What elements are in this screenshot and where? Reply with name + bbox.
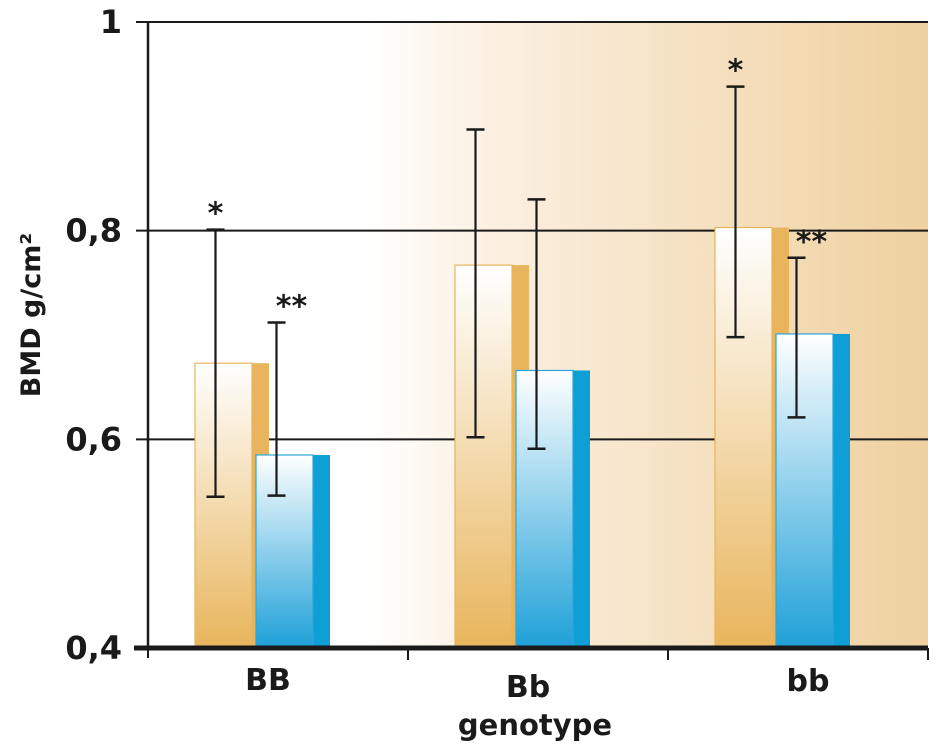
error-bar (726, 85, 745, 339)
y-axis-label: BMD g/cm² (16, 233, 47, 397)
bar-side (831, 333, 850, 648)
axes (134, 22, 929, 660)
significance-marker: ** (276, 289, 308, 324)
x-category-label: bb (787, 664, 830, 699)
y-tick-label: 0,4 (65, 629, 122, 667)
y-tick-label: 0,6 (65, 420, 122, 458)
error-bar (787, 256, 806, 419)
significance-marker: * (208, 197, 224, 232)
bar (454, 264, 513, 649)
bar (775, 333, 834, 649)
y-tick-label: 1 (100, 3, 122, 41)
significance-marker: ** (796, 225, 828, 260)
bar (714, 226, 773, 649)
bar (194, 362, 253, 649)
error-bar (527, 198, 546, 450)
error-bar (206, 228, 225, 498)
bars: ****** (194, 54, 850, 649)
bar-side (311, 454, 330, 648)
x-axis-label: genotype (458, 708, 612, 742)
error-bar (267, 321, 286, 497)
bar (255, 454, 314, 649)
x-category-labels: BB Bb bb (245, 663, 829, 705)
error-bar (466, 128, 485, 439)
y-tick-label: 0,8 (65, 212, 122, 250)
x-category-label: BB (245, 663, 291, 698)
bar-side (571, 370, 590, 648)
x-category-label: Bb (506, 670, 550, 705)
bar (515, 369, 574, 649)
significance-marker: * (728, 54, 744, 89)
y-tick-labels: 0,4 0,6 0,8 1 (65, 3, 122, 667)
